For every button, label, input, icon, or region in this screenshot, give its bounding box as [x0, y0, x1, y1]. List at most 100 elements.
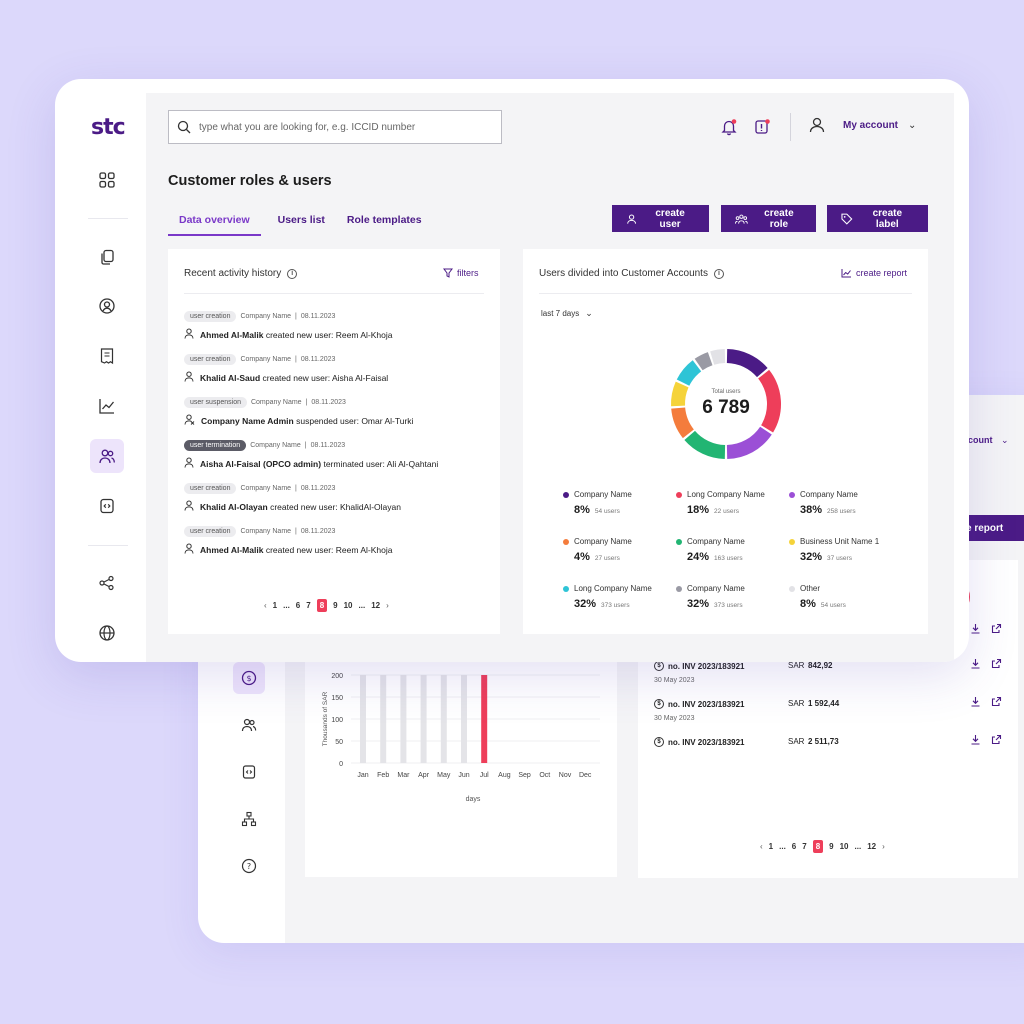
page-number[interactable]: 9 [333, 601, 338, 610]
create-label-button[interactable]: create label [827, 205, 928, 232]
download-icon[interactable] [970, 734, 981, 748]
info-icon[interactable]: i [287, 268, 298, 279]
sidebar-item-help[interactable]: ? [233, 850, 265, 882]
activity-actor[interactable]: Khalid Al-Olayan [200, 501, 268, 512]
sidebar-item-dashboard[interactable] [90, 163, 124, 197]
create-role-button[interactable]: create role [721, 205, 816, 232]
sidebar-item-code[interactable] [233, 756, 265, 788]
sidebar-item-profile[interactable] [90, 289, 124, 323]
sidebar-item-users[interactable] [90, 439, 124, 473]
sidebar-item-language[interactable] [90, 616, 124, 650]
page-number[interactable]: 6 [791, 842, 797, 851]
legend-item[interactable]: Company Name 8% 54 users [563, 490, 683, 516]
bar[interactable] [360, 675, 366, 763]
period-select[interactable]: last 7 days ⌄ [541, 308, 593, 319]
sidebar-item-analytics[interactable] [90, 389, 124, 423]
search-input[interactable] [199, 121, 501, 133]
external-link-icon[interactable] [991, 658, 1002, 672]
activity-actor[interactable]: Ahmed Al-Malik [200, 544, 264, 555]
legend-item[interactable]: Company Name 32% 373 users [676, 584, 796, 610]
activity-actor[interactable]: Khalid Al-Saud [200, 372, 261, 383]
page-number[interactable]: 8 [316, 599, 328, 612]
legend-name: Other [789, 584, 909, 593]
x-tick-label: Jun [458, 772, 469, 779]
page-number[interactable]: 12 [371, 601, 381, 610]
bar[interactable] [400, 675, 407, 763]
page-number[interactable]: 6 [295, 601, 301, 610]
bar[interactable] [380, 675, 387, 763]
donut-segment[interactable] [726, 349, 768, 378]
bar[interactable] [420, 675, 427, 763]
search-bar[interactable] [168, 110, 502, 144]
create-report-link[interactable]: create report [841, 268, 907, 278]
prev-page-button[interactable]: ‹ [264, 601, 267, 610]
donut-segment[interactable] [710, 349, 726, 365]
activity-item: user creation Company Name | 08.11.2023 Ahme… [184, 311, 392, 341]
page-number[interactable]: 10 [839, 842, 849, 851]
page-number[interactable]: 10 [343, 601, 353, 610]
bar[interactable] [481, 675, 488, 763]
download-icon[interactable] [970, 658, 981, 672]
account-label-background[interactable]: count ⌄ [968, 435, 1009, 446]
sidebar-item-hierarchy[interactable] [233, 803, 265, 835]
create-user-button[interactable]: create user [612, 205, 709, 232]
alerts-button[interactable] [752, 117, 772, 137]
donut-segment[interactable] [694, 352, 713, 371]
bar[interactable] [461, 675, 467, 763]
page-number[interactable]: 1 [768, 842, 774, 851]
sidebar-item-code[interactable] [90, 489, 124, 523]
bar[interactable] [440, 675, 447, 763]
legend-item[interactable]: Company Name 4% 27 users [563, 537, 683, 563]
next-page-button[interactable]: › [882, 842, 885, 851]
sidebar-item-network[interactable] [90, 566, 124, 600]
legend-users: 54 users [820, 602, 846, 609]
legend-name: Business Unit Name 1 [789, 537, 909, 546]
legend-value: 18% 22 users [687, 504, 796, 516]
tab-role-templates[interactable]: Role templates [346, 214, 422, 226]
filters-link[interactable]: filters [443, 268, 479, 278]
page-number[interactable]: 9 [829, 842, 834, 851]
tab-users-list[interactable]: Users list [277, 214, 325, 226]
legend-label: Company Name [687, 537, 745, 546]
page-number[interactable]: 8 [812, 840, 824, 853]
legend-item[interactable]: Company Name 38% 258 users [789, 490, 909, 516]
sidebar-item-sim[interactable] [90, 240, 124, 274]
page-number[interactable]: 1 [272, 601, 278, 610]
donut-segment[interactable] [676, 360, 702, 387]
invoice-row[interactable]: 30 May 2023 $ no. INV 2023/183921 SAR 2 511,… [654, 715, 1002, 761]
download-icon[interactable] [970, 623, 981, 637]
account-menu[interactable]: My account ⌄ [807, 115, 916, 135]
donut-segment[interactable] [684, 430, 726, 459]
donut-segment[interactable] [671, 381, 689, 407]
invoice-row[interactable]: 30 May 2023 $ no. INV 2023/183921 SAR 1 592,… [654, 677, 1002, 723]
legend-item[interactable]: Company Name 24% 163 users [676, 537, 796, 563]
activity-company: Company Name [240, 528, 292, 535]
activity-actor[interactable]: Ahmed Al-Malik [200, 329, 264, 340]
create-label-label: create label [872, 207, 903, 230]
sidebar-item-users[interactable] [233, 709, 265, 741]
notifications-button[interactable] [719, 117, 739, 137]
external-link-icon[interactable] [991, 623, 1002, 637]
activity-actor[interactable]: Company Name Admin [201, 415, 294, 426]
external-link-icon[interactable] [991, 696, 1002, 710]
page-number[interactable]: 7 [306, 601, 311, 610]
external-link-icon[interactable] [991, 734, 1002, 748]
panel-divider [539, 293, 912, 294]
info-icon[interactable]: i [713, 268, 724, 279]
page-number[interactable]: 7 [802, 842, 807, 851]
legend-item[interactable]: Other 8% 54 users [789, 584, 909, 610]
page-number[interactable]: 12 [867, 842, 877, 851]
donut-segment[interactable] [726, 426, 772, 459]
activity-actor[interactable]: Aisha Al-Faisal (OPCO admin) [200, 458, 322, 469]
prev-page-button[interactable]: ‹ [760, 842, 763, 851]
donut-segment[interactable] [757, 369, 781, 433]
next-page-button[interactable]: › [386, 601, 389, 610]
legend-item[interactable]: Long Company Name 32% 373 users [563, 584, 683, 610]
legend-item[interactable]: Business Unit Name 1 32% 37 users [789, 537, 909, 563]
download-icon[interactable] [970, 696, 981, 710]
donut-segment[interactable] [671, 407, 695, 439]
legend-item[interactable]: Long Company Name 18% 22 users [676, 490, 796, 516]
sidebar-item-invoices[interactable] [90, 339, 124, 373]
sidebar-item-billing[interactable]: $ [233, 662, 265, 694]
tab-data-overview[interactable]: Data overview [168, 206, 261, 236]
